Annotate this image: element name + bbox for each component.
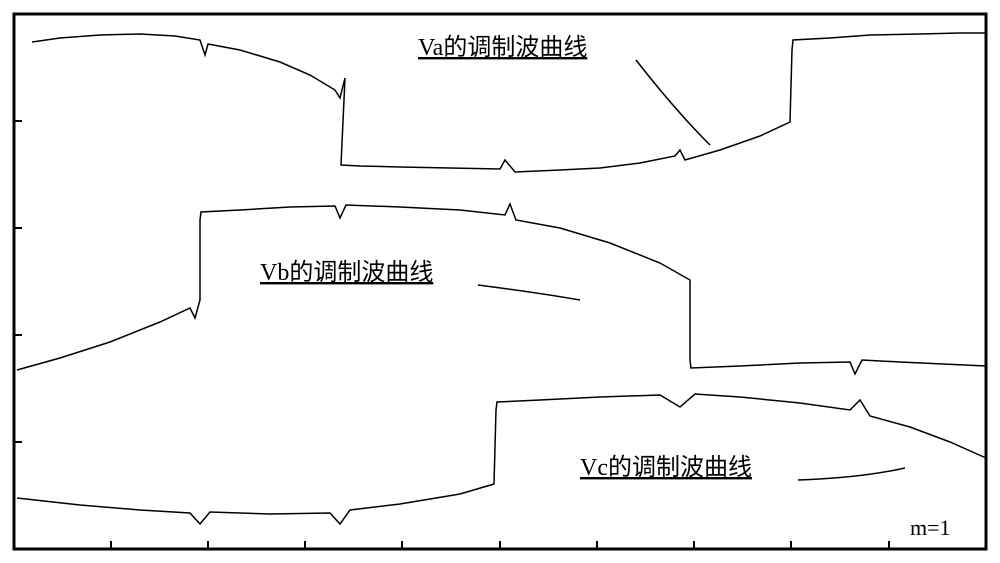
param-label: m=1 xyxy=(910,515,951,540)
va-label: Va的调制波曲线 xyxy=(418,34,587,61)
vb-label: Vb的调制波曲线 xyxy=(260,259,433,286)
vc-label: Vc的调制波曲线 xyxy=(580,454,752,481)
modulation-chart: Va的调制波曲线 Vb的调制波曲线 Vc的调制波曲线 m=1 xyxy=(0,0,1000,563)
chart-background xyxy=(0,0,1000,563)
